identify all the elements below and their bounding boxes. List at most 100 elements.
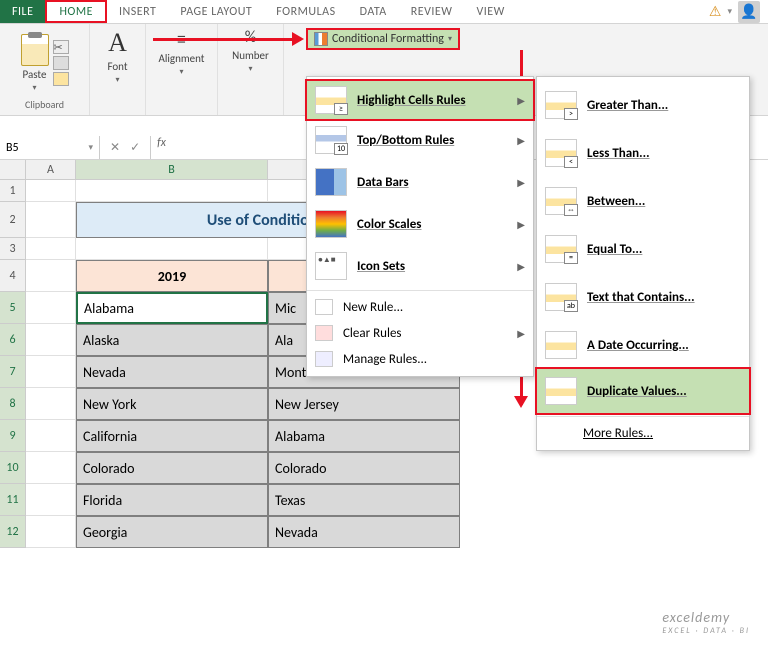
cell[interactable] <box>26 484 76 516</box>
row-head[interactable]: 2 <box>0 202 26 238</box>
submenu-arrow-icon: ▶ <box>517 260 525 273</box>
data-cell[interactable]: New Jersey <box>268 388 460 420</box>
conditional-formatting-menu: ≥ Highlight Cells Rules ▶ 10 Top/Bottom … <box>306 76 534 377</box>
menu-label: Between... <box>587 194 741 209</box>
color-scales-item[interactable]: Color Scales ▶ <box>307 203 533 245</box>
copy-icon[interactable] <box>53 56 69 70</box>
menu-label: Manage Rules... <box>343 352 525 367</box>
cancel-formula-icon[interactable]: ✕ <box>110 140 120 155</box>
conditional-formatting-button[interactable]: Conditional Formatting ▾ <box>306 28 460 50</box>
greater-than-item[interactable]: > Greater Than... <box>537 81 749 129</box>
conditional-formatting-label: Conditional Formatting <box>332 32 444 46</box>
tab-view[interactable]: VIEW <box>464 0 516 23</box>
tab-insert[interactable]: INSERT <box>107 0 168 23</box>
enter-formula-icon[interactable]: ✓ <box>130 140 140 155</box>
row-head[interactable]: 4 <box>0 260 26 292</box>
font-group[interactable]: A Font ▾ <box>107 28 127 85</box>
data-bars-item[interactable]: Data Bars ▶ <box>307 161 533 203</box>
cell[interactable] <box>26 452 76 484</box>
highlight-cells-icon: ≥ <box>315 86 347 114</box>
cell[interactable] <box>26 324 76 356</box>
font-icon: A <box>108 28 127 58</box>
tab-review[interactable]: REVIEW <box>399 0 465 23</box>
row-head[interactable]: 9 <box>0 420 26 452</box>
duplicate-values-item[interactable]: Duplicate Values... <box>535 367 751 415</box>
user-account-icon[interactable]: 👤 <box>738 1 760 23</box>
manage-rules-item[interactable]: Manage Rules... <box>307 346 533 372</box>
cell[interactable] <box>26 388 76 420</box>
row-head[interactable]: 1 <box>0 180 26 202</box>
data-cell[interactable]: Nevada <box>268 516 460 548</box>
select-all-corner[interactable] <box>0 160 26 180</box>
cell[interactable] <box>26 180 76 202</box>
row-head[interactable]: 8 <box>0 388 26 420</box>
data-cell[interactable]: Colorado <box>268 452 460 484</box>
name-box-value: B5 <box>6 141 19 155</box>
tab-pagelayout[interactable]: PAGE LAYOUT <box>168 0 264 23</box>
data-cell[interactable]: California <box>76 420 268 452</box>
data-cell[interactable]: Florida <box>76 484 268 516</box>
less-than-item[interactable]: < Less Than... <box>537 129 749 177</box>
header-cell[interactable]: 2019 <box>76 260 268 292</box>
watermark: exceldemy EXCEL · DATA · BI <box>662 609 750 636</box>
warning-icon[interactable]: ⚠ <box>709 3 722 20</box>
cell[interactable] <box>26 356 76 388</box>
data-cell[interactable]: Alaska <box>76 324 268 356</box>
icon-sets-icon <box>315 252 347 280</box>
top-bottom-rules-item[interactable]: 10 Top/Bottom Rules ▶ <box>307 119 533 161</box>
data-cell[interactable]: New York <box>76 388 268 420</box>
row-head[interactable]: 6 <box>0 324 26 356</box>
new-rule-icon <box>315 299 333 315</box>
chevron-down-icon[interactable]: ▾ <box>727 6 732 17</box>
tab-data[interactable]: DATA <box>348 0 399 23</box>
menu-label: Color Scales <box>357 217 507 232</box>
row-head[interactable]: 7 <box>0 356 26 388</box>
row-head[interactable]: 10 <box>0 452 26 484</box>
tab-file[interactable]: FILE <box>0 0 45 23</box>
highlight-cells-rules-item[interactable]: ≥ Highlight Cells Rules ▶ <box>305 79 535 121</box>
data-cell[interactable]: Colorado <box>76 452 268 484</box>
row-head[interactable]: 3 <box>0 238 26 260</box>
clear-rules-item[interactable]: Clear Rules ▶ <box>307 320 533 346</box>
text-contains-item[interactable]: ab Text that Contains... <box>537 273 749 321</box>
cell[interactable] <box>76 180 268 202</box>
submenu-arrow-icon: ▶ <box>517 327 525 340</box>
data-cell[interactable]: Nevada <box>76 356 268 388</box>
cell[interactable] <box>26 202 76 238</box>
row-head[interactable]: 11 <box>0 484 26 516</box>
cut-icon[interactable]: ✂ <box>53 40 69 54</box>
icon-sets-item[interactable]: Icon Sets ▶ <box>307 245 533 287</box>
equal-to-icon: = <box>545 235 577 263</box>
name-box[interactable]: B5 ▾ <box>0 136 100 159</box>
col-head-b[interactable]: B <box>76 160 268 180</box>
format-painter-icon[interactable] <box>53 72 69 86</box>
cell[interactable] <box>76 238 268 260</box>
active-cell[interactable]: Alabama <box>76 292 268 324</box>
new-rule-item[interactable]: New Rule... <box>307 294 533 320</box>
data-cell[interactable]: Alabama <box>268 420 460 452</box>
between-item[interactable]: ⇔ Between... <box>537 177 749 225</box>
row-head[interactable]: 12 <box>0 516 26 548</box>
paste-button[interactable]: Paste ▾ <box>21 34 49 93</box>
col-head-a[interactable]: A <box>26 160 76 180</box>
more-rules-item[interactable]: More Rules... <box>537 420 749 446</box>
number-group[interactable]: % Number ▾ <box>232 28 269 74</box>
cell[interactable] <box>26 420 76 452</box>
menu-separator <box>537 416 749 417</box>
row-head[interactable]: 5 <box>0 292 26 324</box>
data-cell[interactable]: Texas <box>268 484 460 516</box>
data-cell[interactable]: Georgia <box>76 516 268 548</box>
cell[interactable] <box>26 260 76 292</box>
submenu-arrow-icon: ▶ <box>517 176 525 189</box>
tab-formulas[interactable]: FORMULAS <box>264 0 347 23</box>
tab-home[interactable]: HOME <box>45 0 107 23</box>
fx-label[interactable]: fx <box>151 136 172 159</box>
equal-to-item[interactable]: = Equal To... <box>537 225 749 273</box>
alignment-group[interactable]: ≡ Alignment ▾ <box>159 28 205 77</box>
cell[interactable] <box>26 292 76 324</box>
cell[interactable] <box>26 238 76 260</box>
data-bars-icon <box>315 168 347 196</box>
date-occurring-item[interactable]: A Date Occurring... <box>537 321 749 369</box>
watermark-subtext: EXCEL · DATA · BI <box>662 626 750 636</box>
cell[interactable] <box>26 516 76 548</box>
